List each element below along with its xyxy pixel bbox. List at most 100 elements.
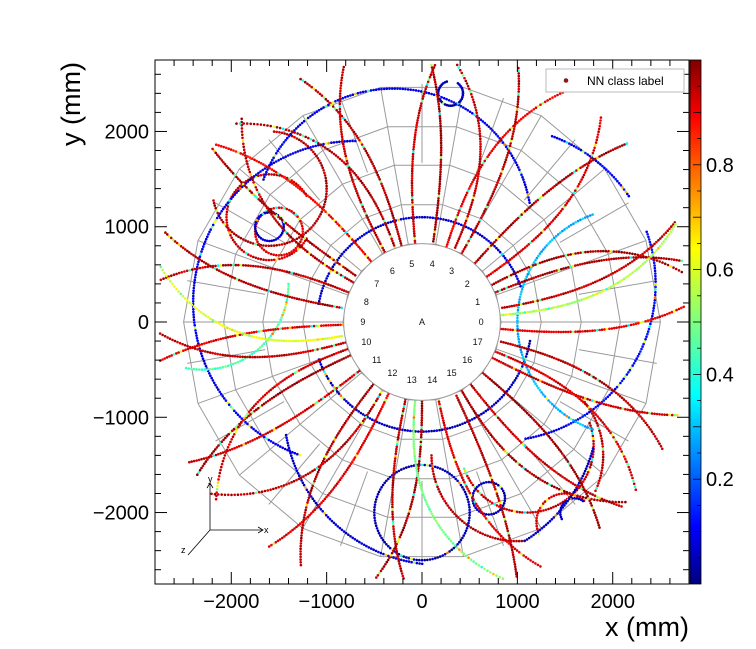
track-hit [596, 521, 600, 524]
track-hit [251, 242, 255, 245]
track-hit [539, 351, 542, 355]
track-hit [426, 558, 429, 562]
track-hit [557, 358, 560, 362]
track-hit [608, 327, 611, 331]
track-hit [598, 496, 601, 500]
track-hit [453, 246, 457, 249]
track-hit [559, 180, 562, 184]
track-hit [358, 400, 362, 403]
track-hit [515, 549, 519, 552]
track-hit [602, 399, 606, 402]
track-hit [312, 224, 315, 227]
track-hit [632, 362, 636, 365]
track-hit [494, 133, 498, 136]
track-hit [663, 413, 666, 417]
track-hit [304, 339, 308, 342]
track-hit [579, 148, 583, 152]
track-hit [297, 297, 301, 301]
track-hit [299, 555, 302, 559]
track-hit [435, 90, 439, 94]
track-hit [313, 402, 317, 406]
track-hit [271, 158, 274, 162]
track-hit [301, 410, 305, 414]
track-hit [644, 320, 647, 323]
track-hit [436, 95, 440, 98]
track-hit [345, 468, 349, 472]
track-hit [477, 170, 481, 173]
track-hit [177, 351, 180, 354]
track-hit [276, 323, 280, 327]
track-hit [223, 454, 227, 457]
track-hit [290, 210, 293, 213]
track-hit [420, 431, 423, 434]
track-hit [589, 407, 592, 411]
track-hit [350, 176, 353, 179]
track-hit [591, 409, 594, 413]
track-hit [550, 355, 554, 359]
track-hit [391, 503, 394, 506]
track-hit [225, 215, 228, 219]
track-hit [649, 318, 652, 322]
track-hit [585, 492, 588, 496]
track-hit [458, 423, 462, 427]
track-hit [405, 519, 408, 522]
track-hit [602, 499, 605, 503]
track-hit [539, 478, 542, 481]
track-hit [186, 344, 189, 348]
track-hit [400, 468, 403, 471]
track-hit [466, 189, 470, 192]
track-hit [540, 330, 543, 333]
track-hit [319, 464, 323, 467]
track-hit [226, 223, 229, 227]
track-hit [346, 378, 350, 381]
track-hit [483, 209, 486, 213]
track-hit [458, 209, 461, 212]
track-hit [516, 121, 519, 124]
track-hit [541, 427, 544, 431]
track-hit [534, 106, 538, 109]
track-hit [379, 551, 383, 555]
track-hit [470, 418, 474, 421]
track-hit [488, 245, 491, 249]
track-hit [549, 506, 553, 510]
track-hit [543, 395, 547, 398]
track-hit [588, 373, 591, 376]
track-hit [516, 270, 520, 274]
track-hit [374, 549, 378, 553]
track-hit [375, 527, 379, 530]
track-hit [232, 149, 235, 152]
track-hit [535, 527, 539, 530]
sector-label: 6 [390, 266, 395, 276]
track-hit [320, 365, 324, 369]
track-hit [270, 396, 274, 400]
track-hit [510, 304, 514, 308]
track-hit [572, 144, 576, 148]
track-hit [479, 531, 482, 534]
track-hit [211, 351, 214, 355]
track-hit [393, 462, 396, 465]
track-hit [655, 259, 659, 262]
track-hit [373, 511, 376, 514]
track-hit [529, 205, 532, 208]
track-hit [554, 330, 558, 334]
track-hit [319, 398, 323, 401]
track-hit [434, 225, 437, 229]
track-hit [566, 362, 569, 365]
track-hit [271, 328, 275, 331]
track-hit [392, 527, 395, 531]
track-hit [296, 215, 299, 218]
track-hit [513, 547, 517, 551]
track-hit [391, 513, 394, 516]
track-hit [305, 375, 309, 379]
track-hit [338, 287, 342, 291]
track-hit [644, 421, 647, 425]
track-hit [338, 105, 342, 108]
track-hit [336, 449, 340, 453]
track-hit [301, 523, 305, 527]
track-hit [547, 242, 550, 245]
track-hit [373, 166, 377, 170]
track-hit [581, 415, 584, 418]
track-hit [569, 253, 572, 256]
track-hit [281, 143, 284, 146]
track-hit [236, 355, 239, 358]
